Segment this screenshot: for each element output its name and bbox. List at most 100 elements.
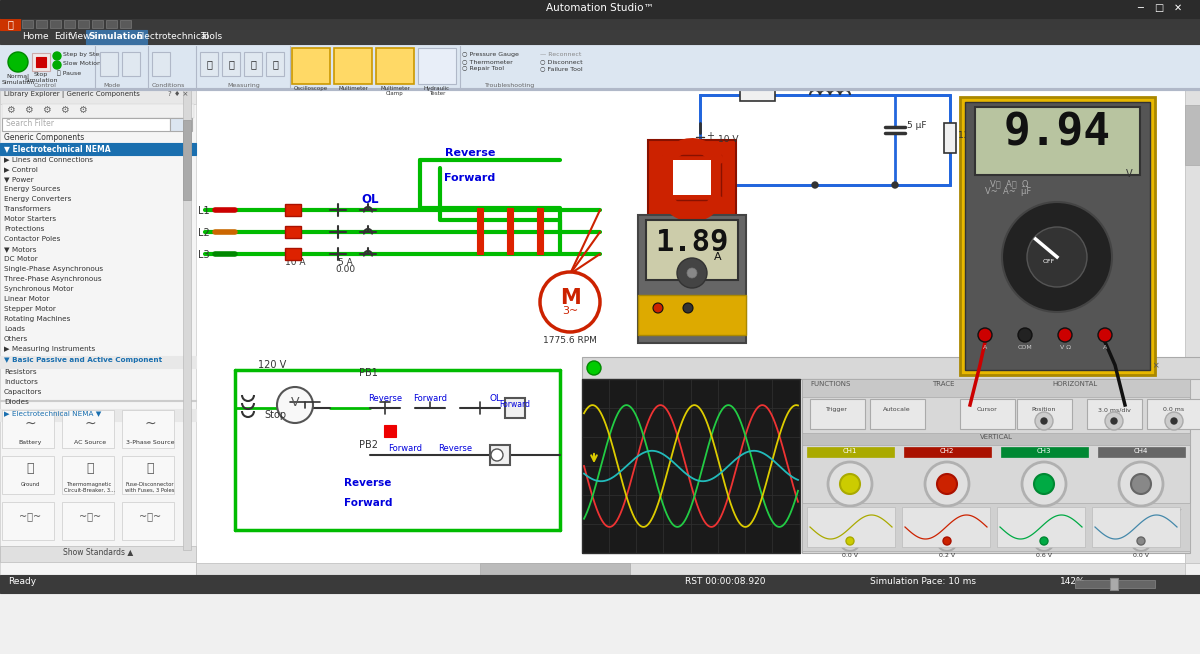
Text: Thermomagnetic
Circuit-Breaker, 3...: Thermomagnetic Circuit-Breaker, 3... (65, 482, 115, 492)
Bar (648, 140, 736, 220)
Text: 162.5 V/div: 162.5 V/div (833, 515, 868, 520)
Text: 5 A: 5 A (337, 258, 353, 267)
Text: Loads: Loads (4, 326, 25, 332)
Text: L2: L2 (198, 228, 210, 238)
Text: 20 Ω: 20 Ω (746, 81, 768, 90)
Text: ─: ─ (1138, 3, 1142, 13)
Text: ~: ~ (904, 506, 912, 516)
Bar (1001, 447, 1088, 457)
Text: ⚙: ⚙ (6, 105, 14, 115)
Text: Position: Position (1032, 407, 1056, 412)
Text: 📈: 📈 (228, 59, 234, 69)
Bar (1186, 90, 1200, 563)
Text: ~: ~ (84, 417, 96, 431)
Text: Normal
Simulation: Normal Simulation (1, 74, 35, 85)
Bar (100, 52, 118, 76)
Circle shape (653, 303, 662, 313)
Circle shape (277, 387, 313, 423)
Bar (0, 18, 20, 30)
Text: 142%: 142% (1060, 577, 1086, 586)
Text: Edit: Edit (54, 32, 72, 41)
Circle shape (53, 61, 61, 69)
Text: 0.00: 0.00 (335, 265, 355, 274)
Text: 162.5 V/div: 162.5 V/div (929, 515, 965, 520)
Text: Fuse-Disconnector
with Fuses, 3 Poles: Fuse-Disconnector with Fuses, 3 Poles (125, 482, 175, 492)
Circle shape (1034, 474, 1054, 494)
Bar (1087, 399, 1142, 429)
Text: Measuring: Measuring (228, 83, 260, 88)
Text: OFF: OFF (1043, 259, 1055, 264)
Bar (200, 52, 218, 76)
Bar (802, 379, 1190, 397)
Text: ⏚: ⏚ (146, 462, 154, 475)
Bar (1110, 578, 1118, 590)
Text: PB2: PB2 (359, 440, 378, 450)
Bar (244, 52, 262, 76)
Text: ⚙: ⚙ (60, 105, 68, 115)
Bar (505, 398, 526, 418)
Text: Others: Others (4, 336, 29, 342)
Bar (286, 226, 301, 238)
Bar (0, 356, 196, 368)
Text: L3: L3 (198, 250, 210, 260)
Circle shape (1098, 328, 1112, 342)
Text: Show Standards ▲: Show Standards ▲ (62, 547, 133, 556)
Bar (870, 399, 925, 429)
Text: ○ Failure Tool: ○ Failure Tool (540, 66, 583, 71)
Text: RST 00:00:08.920: RST 00:00:08.920 (685, 577, 766, 586)
Circle shape (540, 272, 600, 332)
Circle shape (683, 303, 694, 313)
Text: 1.0 V/div: 1.0 V/div (1127, 515, 1154, 520)
Text: Motor Starters: Motor Starters (4, 216, 56, 222)
Text: A: A (1103, 345, 1108, 350)
Bar (582, 379, 800, 553)
Bar (1018, 399, 1072, 429)
Bar (802, 379, 1190, 553)
Text: ▼ Motors: ▼ Motors (4, 246, 36, 252)
Text: Search Filter: Search Filter (6, 119, 54, 128)
Bar (86, 30, 148, 44)
Circle shape (1111, 418, 1117, 424)
Text: Forward: Forward (499, 400, 530, 409)
Circle shape (1027, 227, 1087, 287)
Text: Energy Converters: Energy Converters (4, 196, 71, 202)
Bar (2, 502, 54, 540)
Text: ⚙: ⚙ (24, 105, 32, 115)
Text: ▶ Lines and Connections: ▶ Lines and Connections (4, 156, 94, 162)
Text: Inductors: Inductors (4, 379, 38, 385)
Text: ?  ×: ? × (1144, 361, 1160, 370)
Text: Oscilloscope: Oscilloscope (294, 86, 328, 91)
Text: Multimeter
Clamp: Multimeter Clamp (380, 86, 410, 96)
Text: A: A (714, 252, 722, 262)
Text: Stepper Motor: Stepper Motor (4, 306, 56, 312)
Bar (222, 52, 240, 76)
Bar (0, 143, 196, 155)
Text: 10 V: 10 V (718, 135, 738, 145)
Text: TRACE: TRACE (932, 381, 954, 387)
Text: A: A (983, 345, 988, 350)
Text: ⚙: ⚙ (42, 105, 50, 115)
Text: CH4: CH4 (1134, 448, 1148, 454)
Text: Forward: Forward (413, 394, 446, 403)
Text: M: M (559, 288, 581, 308)
Circle shape (1022, 462, 1066, 506)
Bar (960, 97, 1154, 375)
Bar (2, 104, 194, 118)
Text: ~: ~ (1174, 506, 1182, 516)
Text: Reverse: Reverse (368, 394, 402, 403)
Text: Generic Components: Generic Components (4, 133, 84, 142)
Bar (62, 456, 114, 494)
Text: ~: ~ (883, 506, 892, 516)
Circle shape (978, 328, 992, 342)
Bar (1147, 399, 1200, 429)
Text: View: View (70, 32, 91, 41)
Text: ~: ~ (1098, 506, 1106, 516)
Circle shape (587, 361, 601, 375)
Bar (0, 575, 1200, 593)
Text: ○ Disconnect: ○ Disconnect (540, 59, 583, 64)
Bar (944, 123, 956, 153)
Circle shape (846, 537, 854, 545)
Text: 10 A: 10 A (284, 258, 305, 267)
Bar (0, 90, 196, 104)
Bar (170, 118, 192, 131)
